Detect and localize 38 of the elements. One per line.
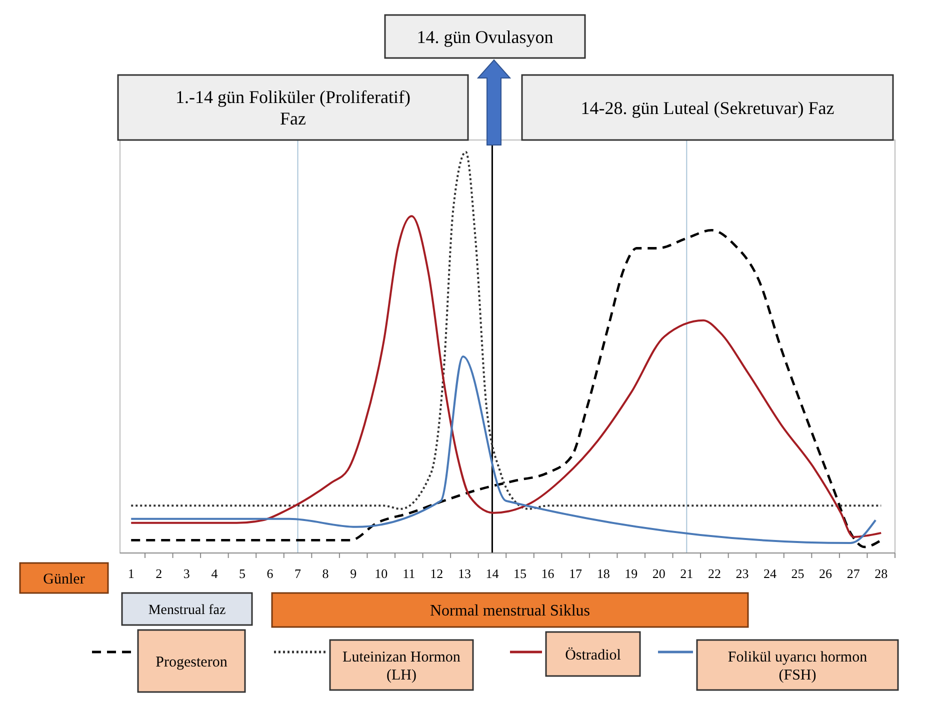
x-tick-label: 1: [128, 566, 134, 581]
x-tick-label: 13: [458, 566, 471, 581]
legend-label: Progesteron: [156, 654, 228, 670]
x-tick-label: 11: [402, 566, 416, 581]
x-tick-label: 4: [211, 566, 218, 581]
text: Normal menstrual Siklus: [430, 602, 590, 620]
x-tick-label: 21: [680, 566, 694, 581]
x-tick-label: 10: [374, 566, 388, 581]
x-tick-label: 8: [322, 566, 329, 581]
x-tick-label: 26: [819, 566, 833, 581]
text: Menstrual faz: [148, 602, 226, 618]
text: 1.-14 gün Foliküler (Proliferatif) Faz: [176, 87, 410, 129]
x-axis-title: Günler: [43, 571, 85, 588]
x-tick-label: 2: [156, 566, 162, 581]
text: 14. gün Ovulasyon: [416, 26, 554, 47]
legend-label: Folikül uyarıcı hormon (FSH): [728, 649, 868, 684]
x-tick-label: 9: [350, 566, 357, 581]
x-tick-label: 12: [430, 566, 444, 581]
x-tick-label: 28: [874, 566, 888, 581]
x-tick-label: 25: [791, 566, 804, 581]
x-tick-label: 27: [846, 566, 860, 581]
x-tick-label: 20: [652, 566, 666, 581]
x-tick-label: 6: [266, 566, 274, 581]
legend-label: Östradiol: [565, 646, 621, 664]
x-tick-label: 24: [764, 566, 777, 581]
x-tick-label: 14: [486, 566, 500, 581]
x-tick-label: 5: [238, 566, 246, 581]
x-tick-label: 19: [624, 566, 638, 581]
x-tick-label: 17: [569, 566, 583, 581]
legend-label: Luteinizan Hormon (LH): [342, 649, 461, 684]
x-tick-label: 15: [514, 566, 526, 581]
text: 14-28. gün Luteal (Sekretuvar) Faz: [580, 98, 834, 118]
x-tick-label: 18: [596, 566, 610, 581]
x-tick-label: 7: [294, 566, 302, 581]
x-tick-label: 22: [708, 566, 721, 581]
x-tick-label: 3: [183, 566, 190, 581]
x-tick-label: 23: [736, 566, 749, 581]
x-tick-label: 16: [541, 566, 555, 581]
